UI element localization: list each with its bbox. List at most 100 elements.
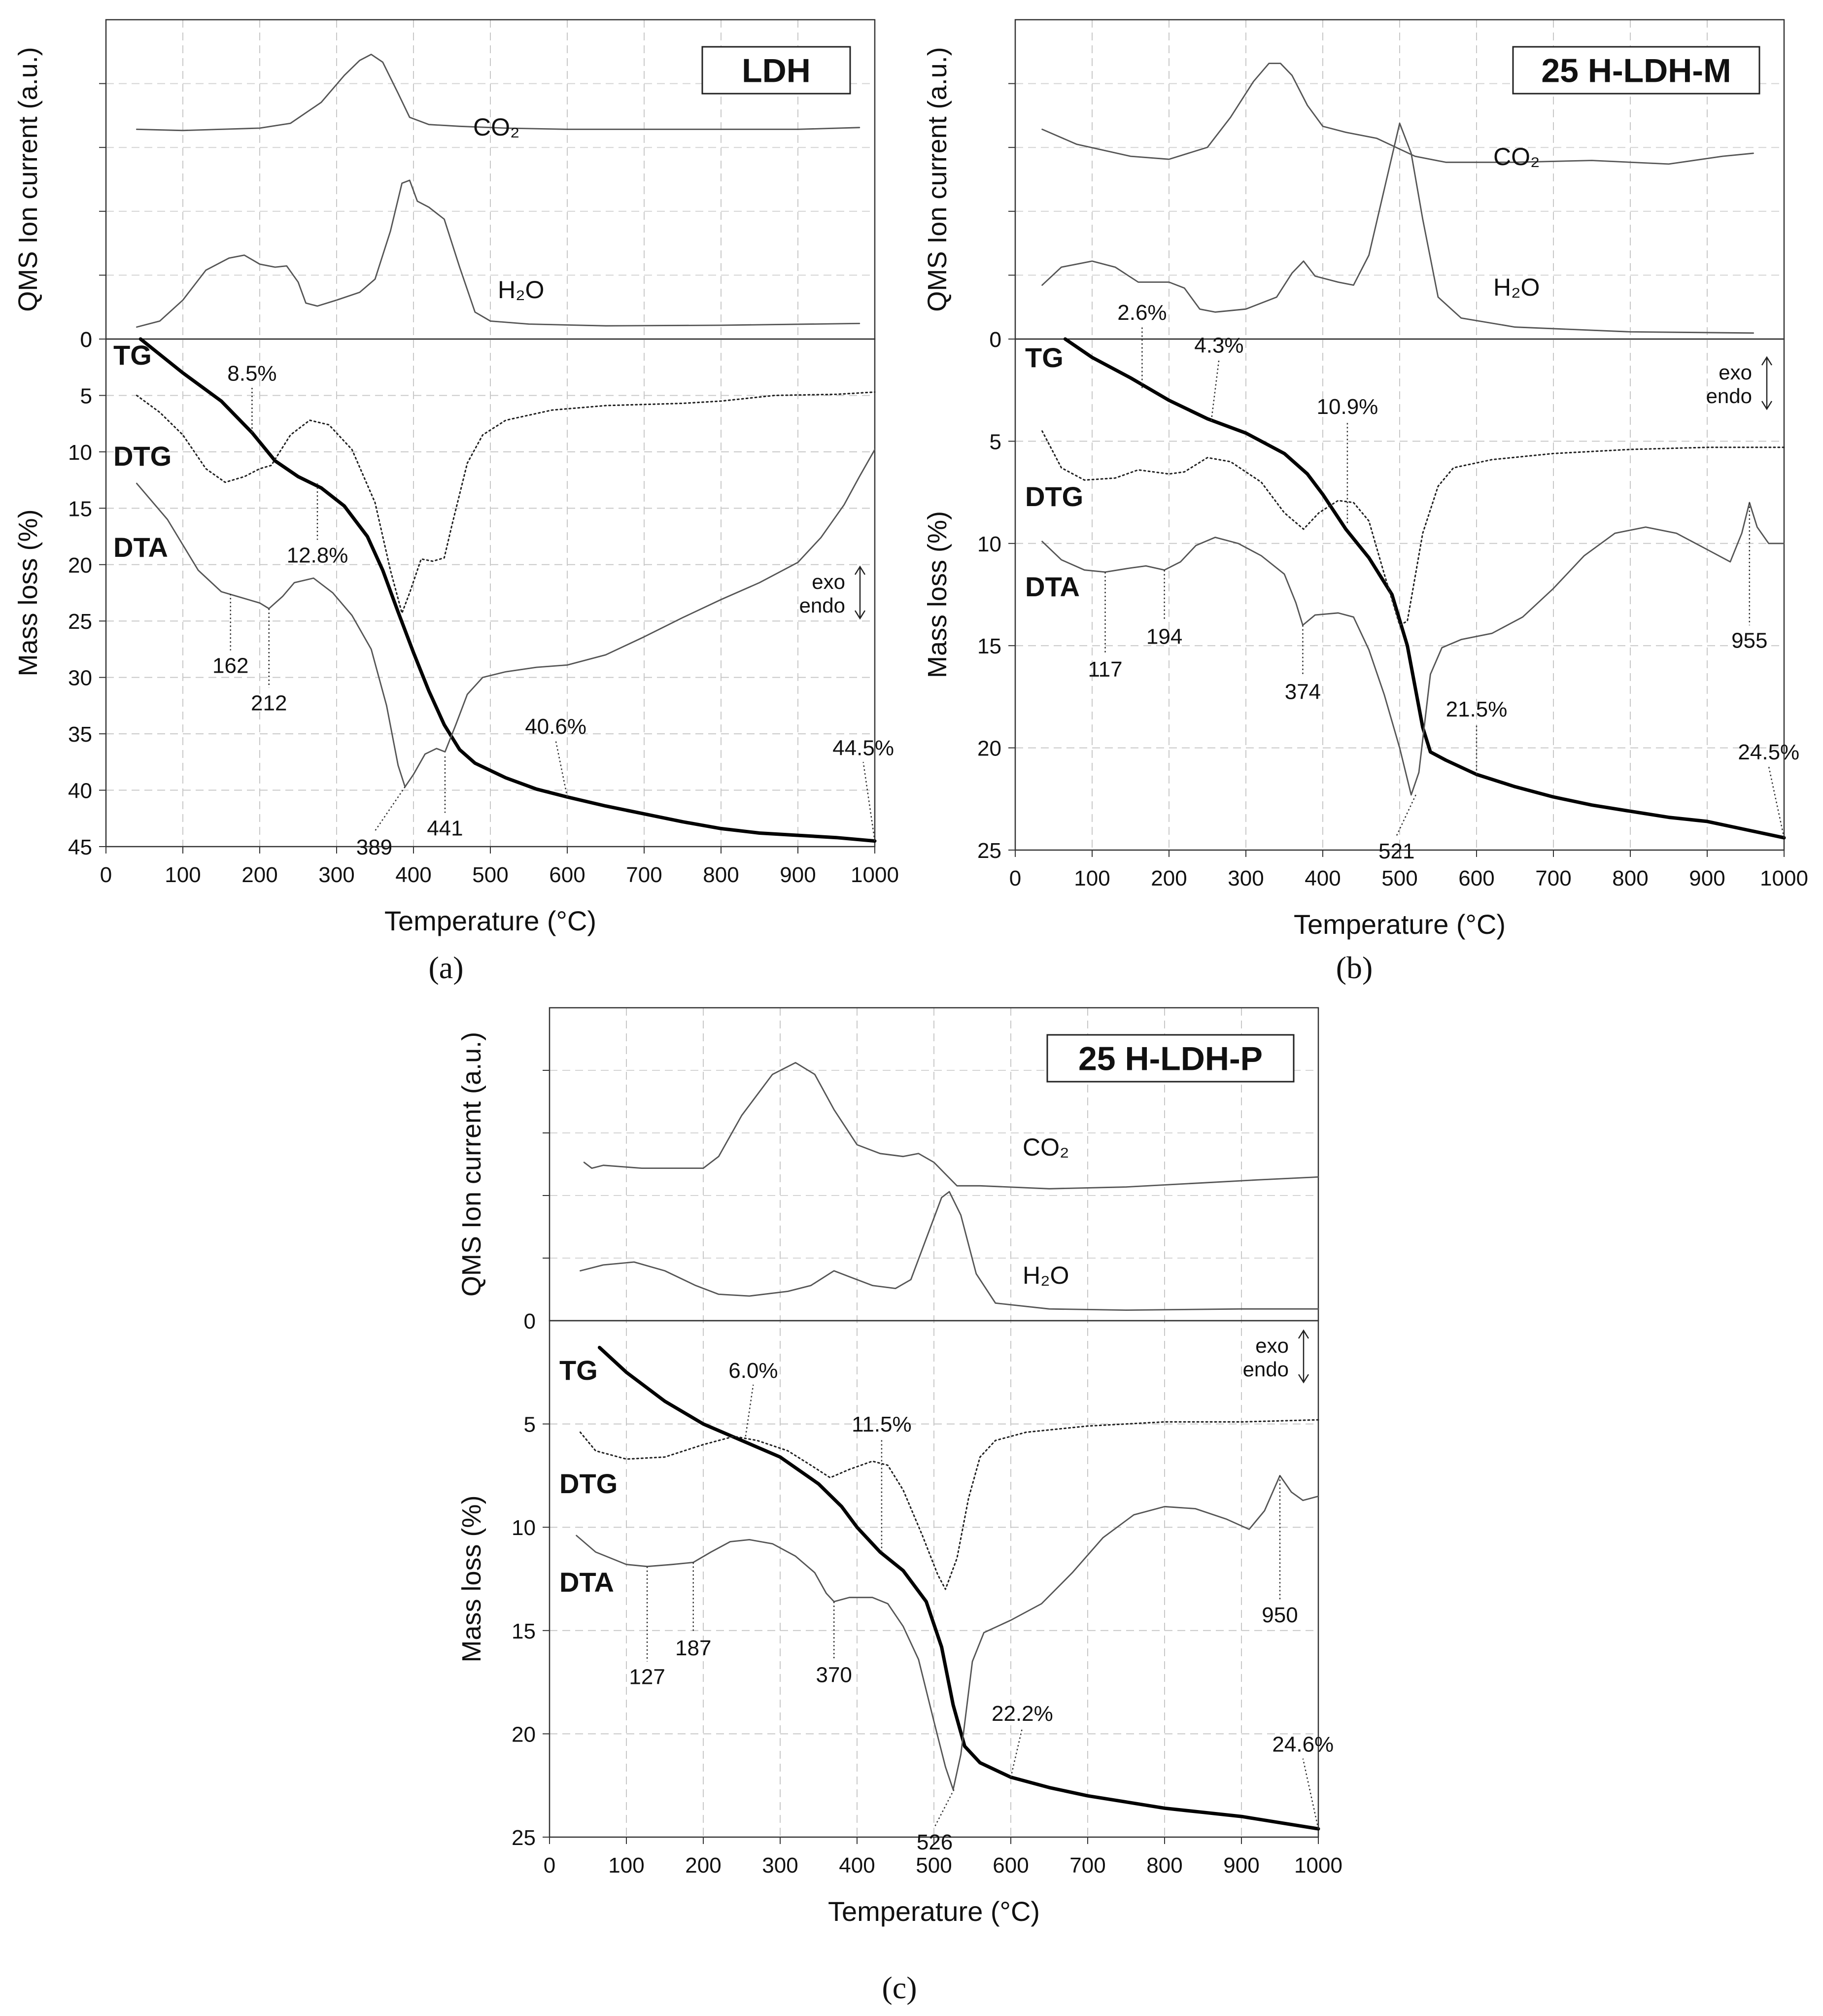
x-tick-label: 1000 [1294, 1853, 1342, 1878]
tg-tick-label: 20 [977, 737, 1001, 761]
tg-tick-label: 20 [512, 1722, 536, 1746]
annotation-label: 12.8% [287, 543, 348, 567]
curve-label-co2: CO₂ [1023, 1133, 1069, 1161]
tg-tick-label: 25 [512, 1826, 536, 1850]
endo-label: endo [1243, 1358, 1289, 1381]
x-axis-label: Temperature (°C) [1294, 909, 1506, 940]
sample-label-box [1046, 1034, 1295, 1083]
x-tick-label: 0 [100, 863, 112, 887]
curve-label-dta: DTA [1025, 571, 1080, 602]
annotation-label: 162 [212, 654, 248, 678]
exo-label: exo [812, 570, 845, 593]
annotation-label: 11.5% [852, 1412, 912, 1436]
x-axis-label: Temperature (°C) [828, 1896, 1040, 1927]
tg-tick-label: 0 [80, 328, 92, 352]
ms-tick-label: 0 [524, 1309, 536, 1333]
tg-tick-label: 10 [68, 441, 92, 465]
series-tg-curve [597, 1346, 1320, 1831]
sample-label-box [1512, 46, 1760, 95]
annotation-leader [374, 786, 406, 832]
annotation-label: 10.9% [1317, 395, 1378, 419]
annotation-label: 44.5% [832, 736, 894, 760]
curve-label-co2: CO₂ [473, 113, 519, 141]
x-tick-label: 600 [1458, 866, 1494, 890]
tg-tick-label: 30 [68, 666, 92, 690]
x-tick-label: 700 [1069, 1853, 1105, 1878]
tg-tick-label: 5 [990, 430, 1001, 454]
annotation-leader [1210, 359, 1220, 421]
x-tick-label: 700 [626, 863, 662, 887]
annotation-label: 24.5% [1738, 740, 1799, 764]
x-tick-label: 300 [318, 863, 354, 887]
ms-tick-label: 0 [990, 328, 1001, 352]
endo-arrow-head [1761, 401, 1773, 410]
x-tick-label: 800 [703, 863, 739, 887]
tg-axis-label: Mass loss (%) [923, 511, 952, 678]
tg-tick-label: 25 [977, 839, 1001, 863]
annotation-label: 212 [251, 691, 287, 715]
annotation-label: 4.3% [1194, 333, 1243, 357]
annotation-leader [745, 1384, 754, 1436]
x-tick-label: 200 [241, 863, 277, 887]
x-tick-label: 1000 [1760, 866, 1808, 890]
exo-arrow-head [1761, 356, 1773, 366]
panel-caption: (b) [1336, 950, 1373, 985]
x-tick-label: 600 [993, 1853, 1029, 1878]
series-dta-curve [576, 1475, 1319, 1790]
annotation-label: 127 [629, 1665, 665, 1689]
exo-label: exo [1719, 361, 1752, 384]
annotation-label: 389 [356, 835, 392, 859]
annotation-label: 187 [675, 1636, 711, 1660]
tg-tick-label: 5 [524, 1413, 536, 1437]
series-co2-curve [1041, 63, 1754, 165]
series-dtg-curve [136, 391, 876, 614]
curve-label-dtg: DTG [559, 1468, 618, 1499]
ms-axis-label: QMS Ion current (a.u.) [923, 47, 952, 311]
annotation-label: 370 [816, 1663, 852, 1687]
x-tick-label: 400 [1305, 866, 1341, 890]
annotation-label: 441 [427, 816, 463, 840]
curve-label-h2o: H₂O [1023, 1262, 1069, 1289]
x-tick-label: 900 [780, 863, 816, 887]
sample-label: LDH [742, 52, 811, 90]
series-h2o-curve [580, 1191, 1319, 1311]
tg-tick-label: 25 [68, 610, 92, 634]
x-axis-label: Temperature (°C) [384, 905, 596, 936]
curve-label-dta: DTA [559, 1567, 614, 1598]
series-dta-curve [1041, 502, 1785, 796]
x-tick-label: 100 [608, 1853, 644, 1878]
tg-tick-label: 20 [68, 553, 92, 578]
series-co2-curve [136, 54, 860, 132]
panel-c: 0 100 200 300 400 500 600 700 800 900 1000Temperat… [457, 1007, 1342, 2005]
x-tick-label: 500 [1381, 866, 1417, 890]
annotation-label: 22.2% [992, 1702, 1053, 1726]
curve-label-h2o: H₂O [1493, 273, 1540, 301]
x-tick-label: 900 [1223, 1853, 1259, 1878]
x-tick-label: 1000 [851, 863, 899, 887]
x-tick-label: 0 [1009, 866, 1021, 890]
sample-label: 25 H-LDH-P [1078, 1040, 1263, 1078]
ms-axis-label: QMS Ion current (a.u.) [13, 47, 43, 311]
curve-label-h2o: H₂O [498, 276, 544, 304]
panel-caption: (a) [428, 950, 463, 985]
annotation-label: 2.6% [1117, 301, 1167, 325]
series-dta-curve [136, 448, 876, 788]
annotation-label: 526 [917, 1830, 953, 1854]
annotation-leader [555, 740, 568, 797]
x-tick-label: 800 [1146, 1853, 1182, 1878]
panel-caption: (c) [882, 1970, 917, 2005]
tg-tick-label: 0 [990, 328, 1001, 352]
series-dtg-curve [1041, 430, 1785, 626]
panel-b: 0 100 200 300 400 500 600 700 800 900 1000Temperat… [923, 19, 1808, 985]
curve-label-dtg: DTG [113, 441, 172, 472]
x-tick-label: 500 [472, 863, 508, 887]
x-tick-label: 600 [549, 863, 585, 887]
endo-arrow-head [854, 610, 866, 620]
curve-label-tg: TG [113, 340, 152, 371]
series-dtg-curve [579, 1419, 1319, 1590]
annotation-label: 374 [1285, 680, 1321, 704]
x-tick-label: 0 [544, 1853, 555, 1878]
x-tick-label: 300 [762, 1853, 798, 1878]
annotation-label: 21.5% [1446, 697, 1508, 721]
